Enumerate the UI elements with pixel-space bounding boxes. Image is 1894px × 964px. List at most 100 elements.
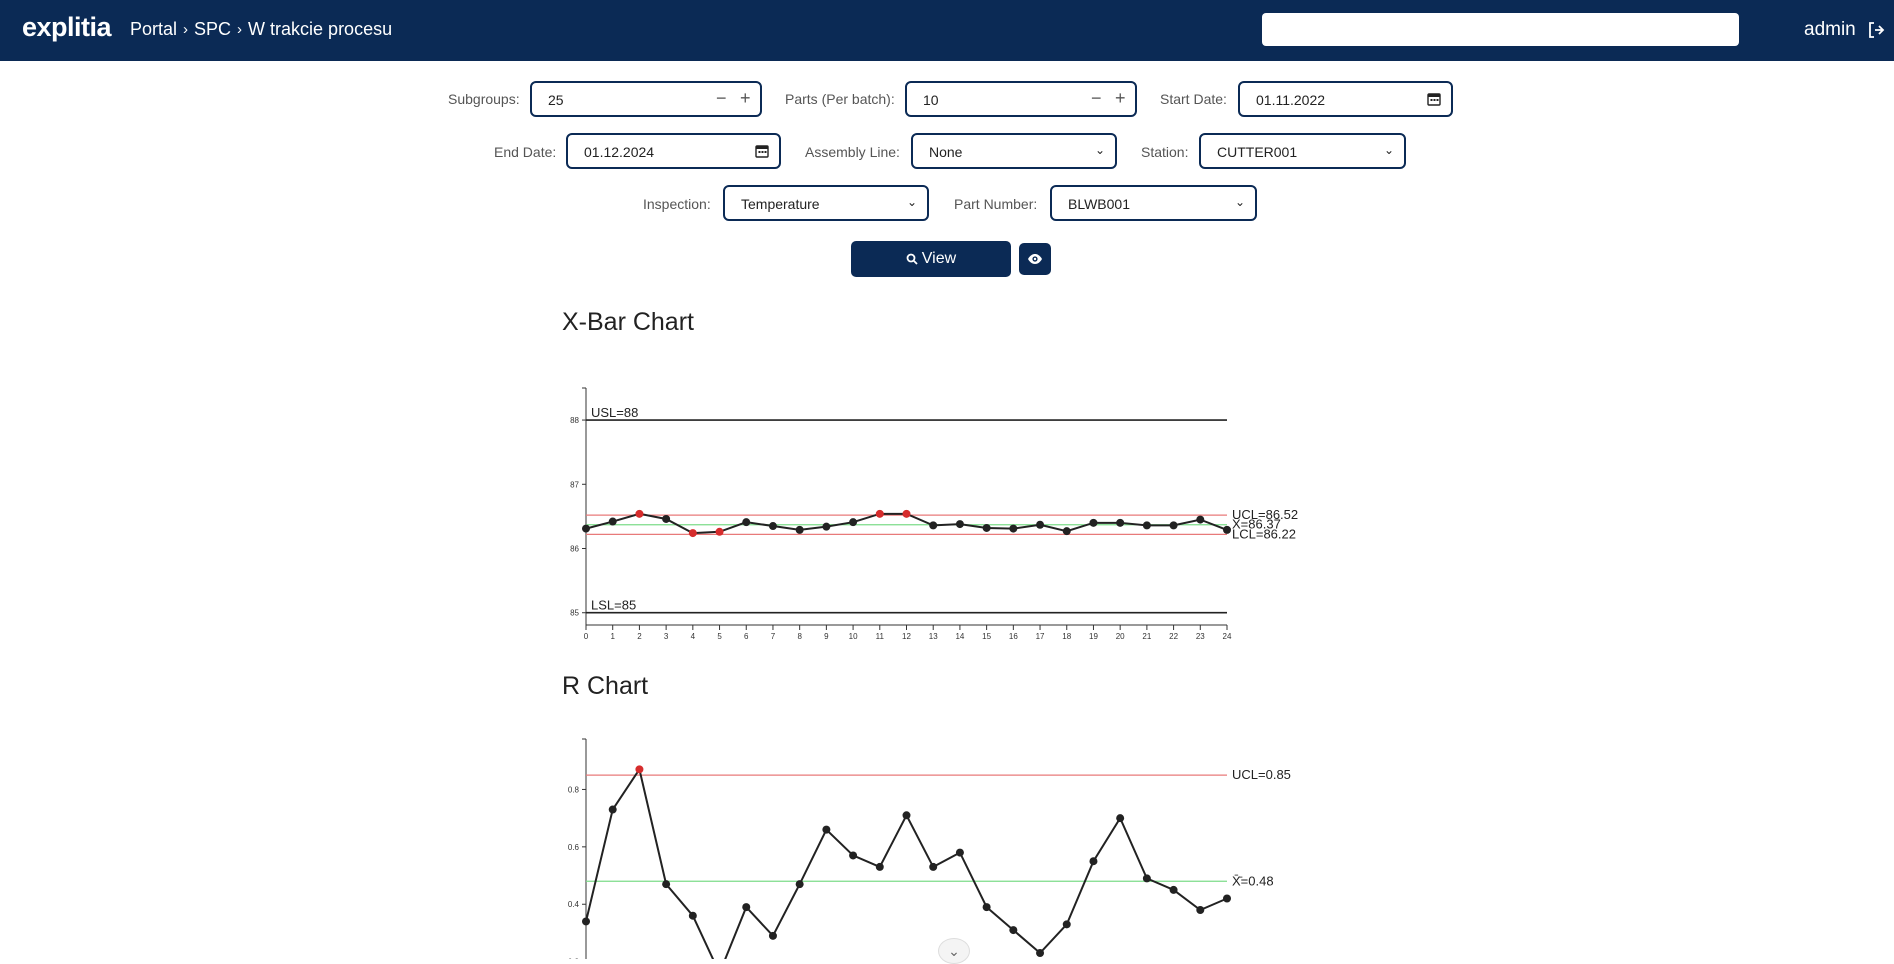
r-chart: 0.2 0.4 0.6 0.8 UCL=0.85 X̄̄=0.48 — [568, 738, 1291, 959]
start-date-value[interactable]: 01.11.2022 — [1256, 92, 1326, 108]
parts-value[interactable]: 10 — [923, 92, 939, 108]
xbar-data-point — [1089, 518, 1098, 527]
view-button-label: View — [921, 250, 957, 267]
r-data-point — [608, 805, 617, 814]
r-data-point — [662, 880, 671, 889]
part-number-value[interactable]: BLWB001 — [1068, 196, 1130, 212]
r-y-tick-label: 0.2 — [568, 958, 580, 959]
r-data-point — [955, 848, 964, 857]
parts-stepper[interactable]: 10 − + — [905, 81, 1137, 117]
xbar-chart-title: X-Bar Chart — [562, 308, 694, 336]
explitia-logo[interactable]: explitia — [22, 12, 112, 42]
end-date-input[interactable]: 01.12.2024 — [566, 133, 781, 169]
part-number-select[interactable]: BLWB001 ⌄ — [1050, 185, 1257, 221]
subgroups-label: Subgroups: — [448, 91, 520, 107]
subgroups-stepper[interactable]: 25 − + — [530, 81, 762, 117]
start-date-label: Start Date: — [1160, 91, 1227, 107]
increment-button[interactable]: + — [1115, 88, 1126, 108]
xbar-data-point — [955, 520, 964, 529]
breadcrumb-separator: › — [183, 21, 189, 38]
xbar-usl-label: USL=88 — [591, 405, 638, 420]
r-data-point — [982, 903, 991, 912]
view-button[interactable]: View — [851, 241, 1011, 277]
r-y-tick-label: 0.8 — [568, 785, 580, 794]
calendar-icon[interactable] — [1427, 92, 1441, 106]
breadcrumb-separator: › — [237, 21, 243, 38]
xbar-data-point — [582, 524, 590, 533]
xbar-x-tick-label: 0 — [584, 632, 589, 641]
r-data-point — [688, 911, 697, 920]
assembly-line-select[interactable]: None ⌄ — [911, 133, 1117, 169]
xbar-ucl-label: UCL=86.52 — [1232, 507, 1298, 522]
xbar-x-tick-label: 11 — [876, 632, 885, 641]
assembly-line-value[interactable]: None — [929, 144, 963, 160]
xbar-data-point — [902, 509, 911, 518]
xbar-data-point — [635, 509, 644, 518]
station-value[interactable]: CUTTER001 — [1217, 144, 1298, 160]
search-icon — [906, 253, 918, 265]
inspection-value[interactable]: Temperature — [741, 196, 820, 212]
r-data-point — [1089, 857, 1098, 866]
xbar-x-tick-label: 17 — [1036, 632, 1045, 641]
end-date-value[interactable]: 01.12.2024 — [584, 144, 655, 160]
r-y-tick-label: 0.6 — [568, 843, 580, 852]
xbar-x-tick-label: 6 — [744, 632, 749, 641]
xbar-data-point — [1169, 521, 1178, 530]
xbar-x-tick-label: 15 — [982, 632, 991, 641]
xbar-data-point — [1196, 515, 1205, 524]
station-select[interactable]: CUTTER001 ⌄ — [1199, 133, 1406, 169]
xbar-x-tick-label: 20 — [1116, 632, 1125, 641]
user-name[interactable]: admin — [1804, 19, 1856, 40]
chevron-down-icon: ⌄ — [1094, 143, 1105, 157]
breadcrumb: Portal › SPC › W trakcie procesu — [130, 19, 392, 40]
breadcrumb-portal[interactable]: Portal — [130, 19, 178, 39]
xbar-x-tick-label: 18 — [1062, 632, 1071, 641]
xbar-data-point — [1036, 520, 1045, 529]
decrement-button[interactable]: − — [716, 88, 727, 108]
r-data-point — [902, 811, 911, 820]
xbar-data-point — [1116, 518, 1125, 527]
scroll-down-button[interactable]: ⌄ — [938, 938, 970, 964]
increment-button[interactable]: + — [740, 88, 751, 108]
xbar-x-tick-label: 16 — [1009, 632, 1018, 641]
r-data-point — [822, 825, 831, 834]
xbar-x-tick-label: 3 — [664, 632, 669, 641]
r-data-point — [1223, 894, 1231, 903]
parts-label: Parts (Per batch): — [785, 91, 895, 107]
logout-icon[interactable] — [1866, 20, 1886, 40]
xbar-data-point — [982, 523, 991, 532]
r-series-line — [585, 766, 1228, 959]
breadcrumb-spc[interactable]: SPC — [194, 19, 232, 39]
inspection-select[interactable]: Temperature ⌄ — [723, 185, 929, 221]
r-data-point — [929, 862, 938, 871]
xbar-y-tick-label: 87 — [570, 480, 579, 489]
preview-button[interactable] — [1019, 243, 1051, 275]
xbar-data-point — [849, 518, 858, 527]
r-data-point — [849, 851, 858, 860]
search-input[interactable] — [1262, 13, 1739, 46]
assembly-line-label: Assembly Line: — [805, 144, 900, 160]
r-chart-title: R Chart — [562, 672, 649, 700]
xbar-y-tick-label: 85 — [570, 609, 579, 618]
r-data-point — [1009, 926, 1018, 935]
xbar-y-tick-label: 88 — [570, 416, 579, 425]
xbar-lcl-label: LCL=86.22 — [1232, 526, 1296, 541]
xbar-x-tick-label: 8 — [797, 632, 802, 641]
xbar-data-point — [795, 525, 804, 534]
start-date-input[interactable]: 01.11.2022 — [1238, 81, 1453, 117]
calendar-icon[interactable] — [755, 144, 769, 158]
decrement-button[interactable]: − — [1091, 88, 1102, 108]
xbar-data-point — [822, 522, 831, 531]
r-data-point — [768, 931, 777, 940]
subgroups-value[interactable]: 25 — [548, 92, 564, 108]
xbar-x-tick-label: 22 — [1169, 632, 1178, 641]
xbar-x-tick-label: 7 — [771, 632, 776, 641]
xbar-data-point — [688, 529, 697, 538]
xbar-data-point — [1062, 527, 1071, 536]
r-data-point — [1196, 905, 1205, 914]
xbar-data-point — [929, 521, 938, 530]
xbar-data-point — [1142, 521, 1151, 530]
xbar-center-label: X̄=86.37 — [1232, 517, 1281, 532]
xbar-x-tick-label: 24 — [1223, 632, 1232, 641]
r-data-point — [1062, 920, 1071, 929]
